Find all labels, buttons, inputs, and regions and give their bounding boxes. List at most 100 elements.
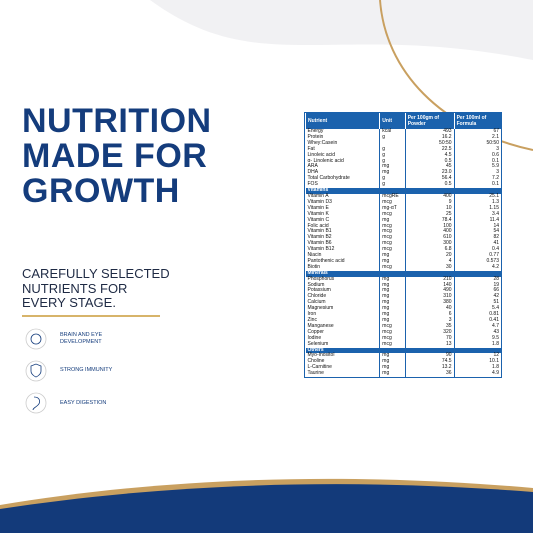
table-row: Vitamin E mg-αT 10 1.15 [306, 204, 501, 212]
table-row: Vitamin D3 mcg 9 1.3 [306, 199, 501, 206]
table-cell: mcg [379, 341, 406, 348]
table-cell: mg [379, 293, 406, 301]
table-cell: 25.1 [453, 193, 501, 200]
table-cell: Linoleic acid [307, 151, 336, 158]
table-cell: 35 [404, 323, 455, 330]
table-cell: Taurine [307, 370, 324, 377]
table-cell: 45 [404, 164, 455, 171]
table-cell: 4 [404, 258, 455, 265]
table-cell: 41 [453, 240, 501, 248]
table-row: Folic acid mcg 100 14 [306, 223, 501, 230]
table-cell: mcg [379, 329, 406, 336]
column-header: Unit [379, 113, 406, 129]
table-cell: mg [379, 370, 406, 378]
table-cell: mg [379, 353, 406, 360]
table-cell: 3 [453, 169, 501, 177]
heading: NUTRITION MADE FOR GROWTH [22, 104, 212, 209]
table-row: Myo-Inositol mg 90 12 [306, 353, 501, 360]
table-cell: 11.4 [453, 217, 501, 224]
table-row: Vitamin B6 mcg 300 41 [306, 240, 501, 248]
table-cell: mg [379, 169, 406, 177]
table-cell: g [379, 158, 406, 165]
table-cell: 50:50 [453, 140, 501, 147]
table-row: Zinc mg 3 0.41 [306, 317, 501, 324]
table-cell: mg [379, 217, 406, 224]
table-cell: 67 [453, 128, 501, 135]
nutrition-table: Nutrient Unit Per 100gm of Powder Per 100ml… [304, 112, 502, 379]
table-row: α- Linolenic acid g 0.5 0.1 [306, 158, 501, 165]
table-row: Chloride mg 310 42 [306, 293, 501, 301]
table-row: Energy kcal 493 67 [306, 128, 501, 135]
shield-icon [30, 363, 42, 378]
table-cell: 0.6 [453, 152, 501, 159]
table-cell: Zinc [307, 317, 317, 323]
table-cell: 42 [453, 293, 501, 301]
table-cell: DHA [307, 169, 319, 176]
table-cell: 4.5 [404, 152, 455, 159]
table-cell: Vitamin E [307, 204, 329, 211]
table-cell: mg [379, 358, 406, 366]
table-cell: 310 [404, 293, 455, 301]
table-cell: 9.5 [453, 335, 501, 342]
table-cell: 380 [404, 299, 455, 307]
table-cell: 13.2 [404, 364, 455, 372]
table-cell: 56.4 [404, 175, 455, 183]
table-cell: Pantothenic acid [307, 257, 345, 264]
table-cell: 78.4 [404, 217, 455, 224]
table-cell: Fat [307, 145, 315, 152]
icon-ring [25, 360, 47, 382]
table-cell: 23.0 [404, 169, 455, 177]
table-row: DHA mg 23.0 3 [306, 169, 501, 177]
table-cell: mg [379, 311, 406, 318]
table-cell: 13 [404, 341, 455, 348]
feature: EASY DIGESTION [60, 400, 107, 406]
table-cell: Phosphorus [307, 275, 335, 282]
table-cell: 82 [453, 234, 501, 242]
table-row: Vitamin A mcgRE 400 25.1 [306, 193, 501, 200]
table-body: Energy kcal 493 67 Protein g 16.2 2.1 Whey:Casei… [305, 128, 501, 378]
table-cell: 4.2 [453, 264, 501, 271]
table-cell: g [379, 181, 406, 189]
table: Nutrient Unit Per 100gm of Powder Per 100ml… [304, 113, 501, 378]
table-cell: mcg [379, 246, 406, 254]
section-title: Others [305, 347, 501, 354]
table-cell: 7.2 [453, 175, 501, 183]
table-cell: 0.5 [404, 181, 455, 189]
table-cell: 1.8 [453, 364, 501, 372]
navy-wave [0, 484, 533, 533]
table-cell: 36 [404, 370, 455, 378]
table-cell: mg [379, 305, 406, 313]
table-row: Calcium mg 380 51 [306, 299, 501, 307]
table-cell: 320 [404, 329, 455, 336]
brain-icon [30, 333, 42, 345]
table-cell: 400 [404, 193, 455, 200]
table-cell: 100 [404, 223, 455, 230]
table-cell: 0.573 [453, 258, 501, 265]
table-cell: 3.4 [453, 211, 501, 218]
section-title: Vitamins [305, 187, 501, 194]
table-cell: 19 [453, 282, 501, 289]
table-row: Niacin mg 20 0.77 [306, 252, 501, 259]
table-row: Copper mcg 320 43 [306, 328, 501, 336]
table-cell: Copper [307, 328, 324, 335]
table-cell: mg [379, 299, 406, 307]
table-cell: Calcium [307, 299, 326, 306]
table-cell: Niacin [307, 252, 322, 259]
subheading-line: CAREFULLY SELECTED [22, 266, 170, 281]
table-cell: 140 [404, 282, 455, 289]
table-cell: 0.77 [453, 252, 501, 259]
table-row: Phosphorus mg 210 28 [306, 275, 501, 283]
table-row: Linoleic acid g 4.5 0.6 [306, 151, 501, 159]
table-cell: 2.1 [453, 134, 501, 141]
table-cell: Biotin [307, 263, 321, 270]
table-row: Protein g 16.2 2.1 [306, 134, 501, 141]
table-cell: mcg [379, 323, 406, 330]
table-cell: g [379, 134, 406, 141]
table-row: Vitamin C mg 78.4 11.4 [306, 217, 501, 224]
table-cell: 300 [404, 240, 455, 248]
table-cell: mg [379, 164, 406, 171]
table-cell: 50:50 [404, 140, 455, 147]
table-cell: mcg [379, 211, 406, 218]
table-row: Vitamin B12 mcg 6.8 0.4 [306, 246, 501, 254]
table-row: Choline mg 74.5 10.1 [306, 358, 501, 366]
